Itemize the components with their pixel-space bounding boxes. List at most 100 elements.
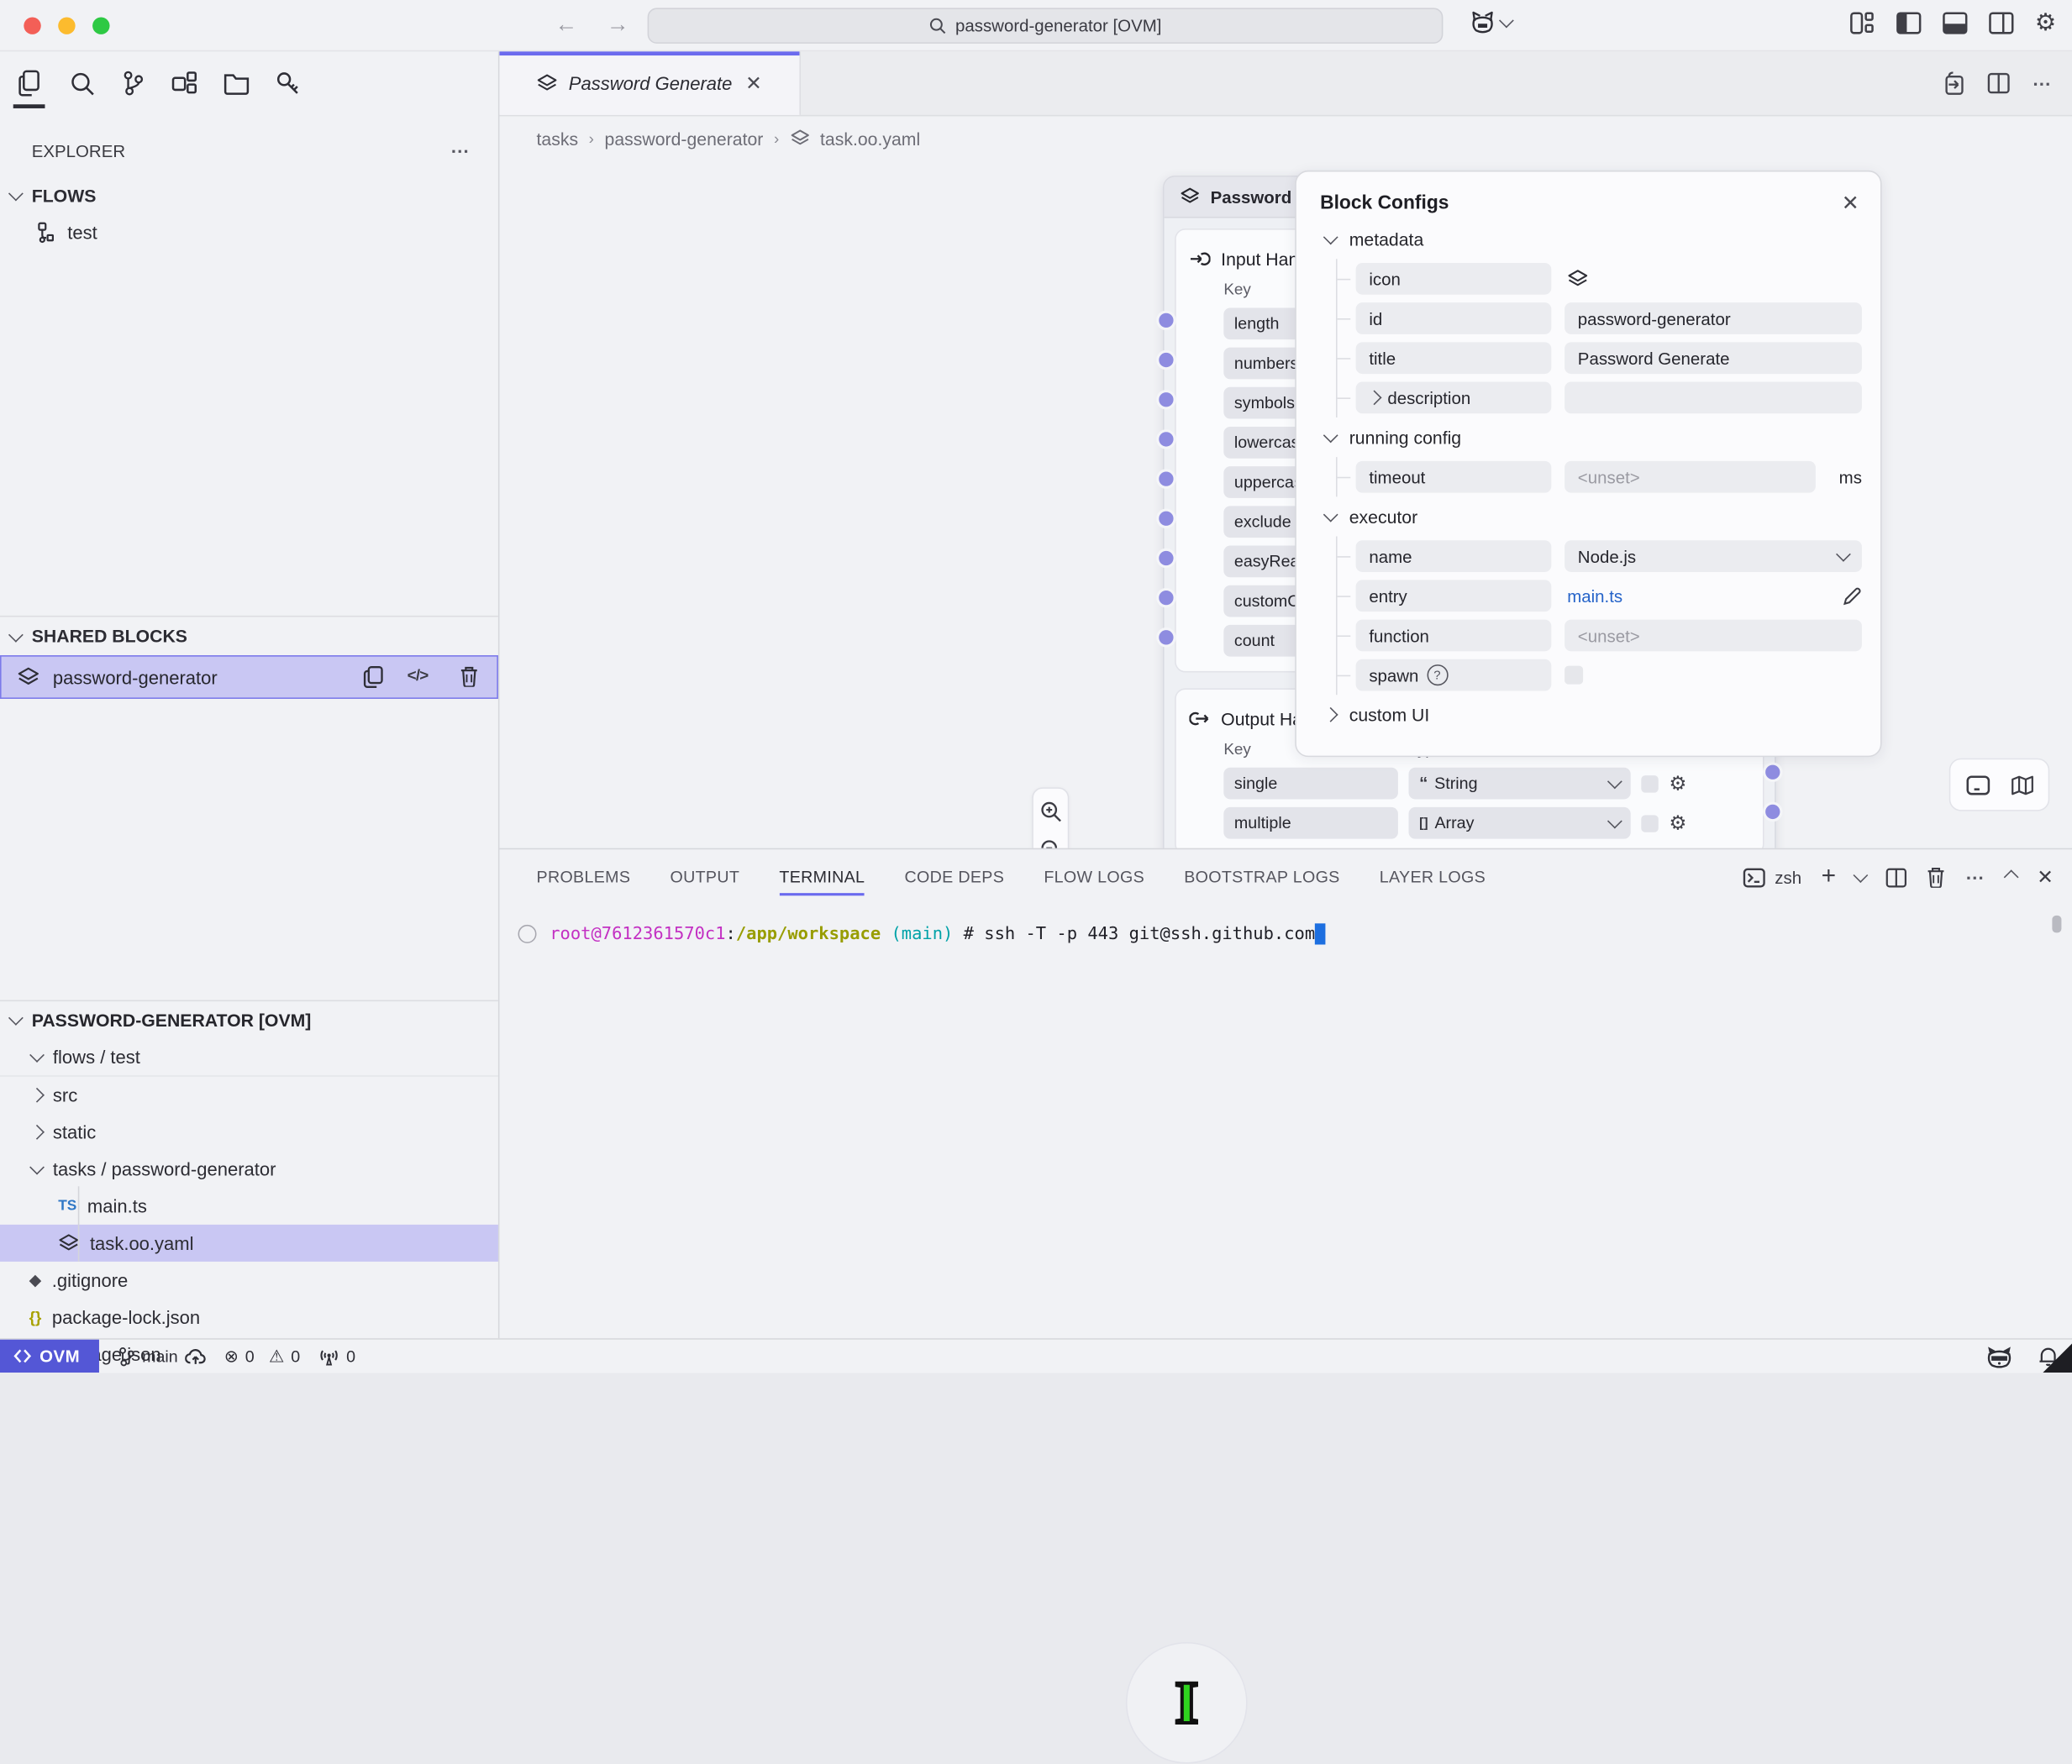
config-value-select[interactable]: Node.js	[1565, 540, 1862, 572]
tab-password-generate[interactable]: Password Generate ✕	[499, 51, 802, 115]
running-config-section[interactable]: running config	[1320, 417, 1862, 457]
config-value[interactable]: <unset>	[1565, 619, 1862, 652]
split-editor-icon[interactable]	[1987, 72, 2010, 94]
key-icon[interactable]	[271, 63, 305, 102]
tree-folder-static[interactable]: static	[0, 1114, 498, 1151]
tree-folder-tasks-password-generator[interactable]: tasks / password-generator	[0, 1151, 498, 1188]
tree-folder-flows-test[interactable]: flows / test	[0, 1038, 498, 1075]
shared-block-item-password-generator[interactable]: password-generator </>	[0, 655, 498, 699]
tab-terminal[interactable]: TERMINAL	[779, 849, 865, 905]
config-key[interactable]: name	[1355, 540, 1552, 572]
input-port[interactable]	[1156, 429, 1176, 449]
folder-icon[interactable]	[219, 63, 254, 102]
input-port[interactable]	[1156, 310, 1176, 331]
breadcrumb-tasks[interactable]: tasks	[536, 129, 579, 149]
close-panel-icon[interactable]: ✕	[2037, 866, 2054, 890]
source-control-icon[interactable]	[116, 63, 150, 102]
shell-selector[interactable]: zsh	[1743, 867, 1801, 887]
input-port[interactable]	[1156, 389, 1176, 410]
flow-canvas[interactable]: Password Generate </> ⚙ Input Handles +	[499, 161, 2072, 848]
tree-file-main-ts[interactable]: TS main.ts	[0, 1186, 498, 1226]
type-select[interactable]: “ String	[1408, 767, 1631, 800]
breadcrumb-password-generator[interactable]: password-generator	[604, 129, 764, 149]
output-port[interactable]	[1762, 762, 1783, 783]
minimize-window-button[interactable]	[58, 16, 76, 34]
config-key[interactable]: spawn?	[1355, 659, 1552, 691]
editor-more-icon[interactable]: ⋯	[2032, 71, 2054, 93]
explorer-icon[interactable]	[13, 63, 48, 102]
tree-file-package-lock-json[interactable]: {} package-lock.json	[29, 1306, 201, 1328]
toggle-panel-icon[interactable]	[1942, 11, 1968, 34]
mascot-dog-icon[interactable]	[1985, 1344, 2014, 1368]
new-terminal-button[interactable]: +	[1821, 862, 1837, 891]
workspace-root-header[interactable]: PASSWORD-GENERATOR [OVM]	[0, 1001, 498, 1038]
zoom-out-icon[interactable]	[1039, 839, 1062, 848]
spawn-checkbox[interactable]	[1565, 665, 1584, 685]
nullable-checkbox[interactable]	[1641, 814, 1659, 832]
input-port[interactable]	[1156, 548, 1176, 569]
tab-code-deps[interactable]: CODE DEPS	[904, 868, 1005, 887]
tab-output[interactable]: OUTPUT	[670, 868, 740, 887]
handle-settings-icon[interactable]: ⚙	[1669, 811, 1687, 835]
trash-icon[interactable]	[460, 666, 478, 687]
help-icon[interactable]: ?	[1426, 664, 1449, 686]
problems-indicator[interactable]: ⊗ 0 ⚠ 0	[224, 1347, 300, 1365]
input-port[interactable]	[1156, 587, 1176, 608]
terminal-more-icon[interactable]: ⋯	[1965, 865, 1987, 888]
branch-indicator[interactable]: main	[117, 1346, 206, 1367]
toggle-left-sidebar-icon[interactable]	[1896, 11, 1922, 34]
config-key[interactable]: function	[1355, 619, 1552, 652]
config-key[interactable]: timeout	[1355, 460, 1552, 493]
search-panel-icon[interactable]	[65, 63, 99, 102]
handle-settings-icon[interactable]: ⚙	[1669, 772, 1687, 795]
config-value[interactable]: password-generator	[1565, 302, 1862, 334]
close-window-button[interactable]	[24, 16, 41, 34]
nullable-checkbox[interactable]	[1641, 774, 1659, 792]
command-center-search[interactable]: password-generator [OVM]	[647, 8, 1444, 44]
output-port[interactable]	[1762, 801, 1783, 822]
maximize-panel-icon[interactable]	[2004, 869, 2020, 885]
tab-flow-logs[interactable]: FLOW LOGS	[1044, 868, 1145, 887]
pencil-icon[interactable]	[1842, 585, 1862, 606]
ports-indicator[interactable]: 0	[318, 1347, 355, 1365]
maximize-window-button[interactable]	[92, 16, 110, 34]
tree-folder-src[interactable]: src	[0, 1077, 498, 1114]
config-value[interactable]: Password Generate	[1565, 342, 1862, 375]
settings-gear-icon[interactable]: ⚙	[2034, 9, 2057, 36]
toggle-right-sidebar-icon[interactable]	[1989, 11, 2014, 34]
terminal-scrollbar[interactable]	[2052, 915, 2062, 933]
config-key[interactable]: id	[1355, 302, 1552, 334]
toggle-console-icon[interactable]	[1965, 774, 1990, 795]
config-key[interactable]: entry	[1355, 580, 1552, 612]
tree-file-gitignore[interactable]: ◆ .gitignore	[29, 1269, 129, 1291]
tab-bootstrap-logs[interactable]: BOOTSTRAP LOGS	[1184, 868, 1340, 887]
tab-problems[interactable]: PROBLEMS	[536, 868, 631, 887]
entry-link[interactable]: main.ts	[1567, 585, 1623, 606]
chevron-down-icon[interactable]	[1854, 868, 1869, 883]
remote-indicator[interactable]: OVM	[0, 1339, 99, 1373]
kill-terminal-icon[interactable]	[1927, 867, 1946, 888]
key-field[interactable]: single	[1223, 767, 1398, 800]
custom-ui-section[interactable]: custom UI	[1320, 695, 1862, 734]
executor-section[interactable]: executor	[1320, 496, 1862, 536]
tab-layer-logs[interactable]: LAYER LOGS	[1379, 868, 1486, 887]
shared-blocks-header[interactable]: SHARED BLOCKS	[0, 617, 498, 655]
metadata-section[interactable]: metadata	[1320, 219, 1862, 259]
input-port[interactable]	[1156, 627, 1176, 648]
input-port[interactable]	[1156, 469, 1176, 489]
config-value[interactable]: <unset>	[1565, 460, 1816, 493]
flows-section-header[interactable]: FLOWS	[0, 178, 498, 213]
explorer-more-icon[interactable]: ⋯	[450, 139, 472, 161]
forward-arrow-icon[interactable]: →	[606, 12, 629, 38]
close-icon[interactable]: ✕	[1841, 192, 1859, 216]
flow-item-test[interactable]: test	[0, 213, 498, 252]
key-field[interactable]: multiple	[1223, 806, 1398, 839]
type-select[interactable]: [] Array	[1408, 806, 1631, 839]
block-layers-icon[interactable]	[1567, 269, 1588, 289]
breadcrumb-task-oo-yaml[interactable]: task.oo.yaml	[820, 129, 921, 149]
terminal-output-line[interactable]: root@7612361570c1:/app/workspace (main) …	[499, 905, 2072, 945]
config-key[interactable]: icon	[1355, 262, 1552, 295]
duplicate-icon[interactable]	[364, 666, 384, 689]
split-terminal-icon[interactable]	[1886, 867, 1907, 887]
config-value[interactable]	[1565, 381, 1862, 414]
